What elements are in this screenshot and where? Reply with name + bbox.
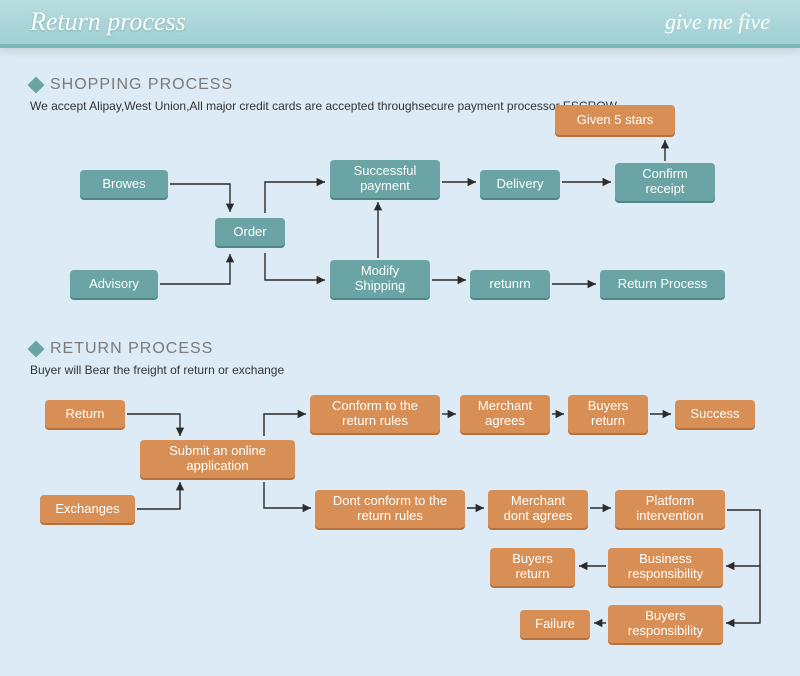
flowchart-node-platform: Platform intervention [615,490,725,528]
flowchart-node-order: Order [215,218,285,246]
flowchart-node-exchanges: Exchanges [40,495,135,523]
flowchart-node-successful: Successful payment [330,160,440,198]
flowchart-node-conform: Conform to the return rules [310,395,440,433]
flowchart-node-delivery: Delivery [480,170,560,198]
flowchart-node-browes: Browes [80,170,168,198]
flowchart-node-buyers_return2: Buyers return [490,548,575,586]
flowchart-node-return: Return [45,400,125,428]
flowchart-node-failure: Failure [520,610,590,638]
flowchart-node-buyers_return1: Buyers return [568,395,648,433]
flowchart-node-advisory: Advisory [70,270,158,298]
flowchart-node-submit: Submit an online application [140,440,295,478]
flowchart-node-merchant_agree: Merchant agrees [460,395,550,433]
flowchart-node-success: Success [675,400,755,428]
flowchart-node-dontconform: Dont conform to the return rules [315,490,465,528]
flowchart-node-modify: Modify Shipping [330,260,430,298]
flowchart-node-retunrn: retunrn [470,270,550,298]
flowchart-node-confirm: Confirm receipt [615,163,715,201]
flowchart-node-merchant_dont: Merchant dont agrees [488,490,588,528]
flowchart-node-given5: Given 5 stars [555,105,675,135]
flowchart-nodes: Browes Advisory Order Successful payment Mod… [0,0,800,676]
flowchart-node-business_resp: Business responsibility [608,548,723,586]
flowchart-node-returnprocess: Return Process [600,270,725,298]
flowchart-node-buyers_resp: Buyers responsibility [608,605,723,643]
